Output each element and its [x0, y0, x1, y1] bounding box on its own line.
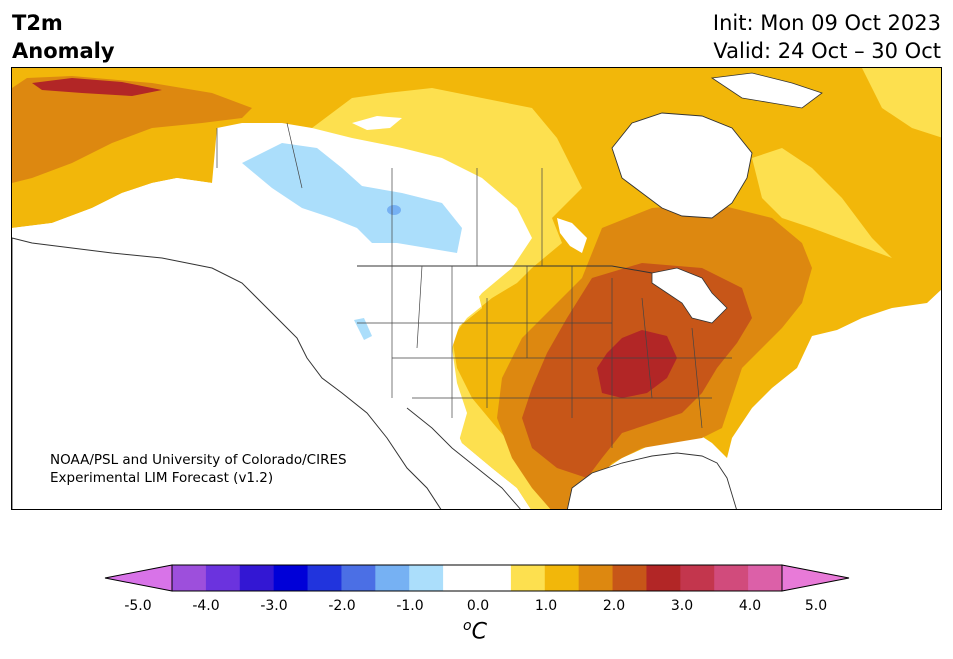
anomaly-region-yellow-ne [862, 68, 941, 138]
lake-winnipeg [557, 218, 587, 253]
colorbar-extend-low [104, 564, 173, 592]
tick-label: 0.0 [466, 598, 490, 614]
great-slave-lake [352, 116, 402, 130]
pacific-ocean [12, 237, 442, 509]
colorbar-cell [748, 565, 783, 591]
tick-label: 5.0 [804, 598, 828, 614]
state-lines [357, 265, 732, 448]
anomaly-region-light-blue-coast [354, 318, 372, 340]
init-date: Init: Mon 09 Oct 2023 [712, 11, 941, 35]
colorbar-extend-high [781, 564, 850, 592]
colorbar-cell [612, 565, 647, 591]
colorbar-cell [205, 565, 241, 591]
tick-label: 3.0 [670, 598, 694, 614]
tick-label: -3.0 [260, 598, 288, 614]
tick-label: 2.0 [602, 598, 626, 614]
arctic-water [710, 72, 823, 109]
anomaly-region-blue-spot [387, 205, 401, 215]
colorbar-cell [273, 565, 309, 591]
gulf-of-mexico [566, 452, 737, 509]
credit-line-1: NOAA/PSL and University of Colorado/CIRE… [50, 452, 347, 468]
tick-label: 4.0 [738, 598, 762, 614]
colorbar-ticks: -5.0 -4.0 -3.0 -2.0 -1.0 0.0 1.0 2.0 3.0… [0, 598, 953, 618]
colorbar-cells [104, 564, 850, 592]
colorbar-cell [443, 565, 478, 591]
hudson-bay [611, 112, 753, 219]
colorbar-cell [680, 565, 715, 591]
tick-label: -5.0 [124, 598, 152, 614]
colorbar-cell [578, 565, 614, 591]
colorbar-cell [510, 565, 546, 591]
anomaly-region-orange-nw [12, 76, 252, 183]
anomaly-region-yellow-east [752, 148, 892, 258]
map-title: T2m Anomaly [12, 9, 115, 65]
map-canvas [12, 68, 941, 509]
title-line-1: T2m [12, 11, 63, 35]
tick-label: 1.0 [534, 598, 558, 614]
colorbar-cell [375, 565, 410, 591]
anomaly-region-red-core [597, 330, 677, 398]
credit-line-2: Experimental LIM Forecast (v1.2) [50, 470, 274, 486]
unit-letter: C [471, 619, 487, 645]
colorbar-cell [172, 565, 207, 591]
tick-label: -4.0 [192, 598, 220, 614]
valid-date: Valid: 24 Oct – 30 Oct [713, 39, 941, 63]
anomaly-map: NOAA/PSL and University of Colorado/CIRE… [11, 67, 942, 510]
anomaly-region-light-blue [242, 143, 462, 253]
unit-degree: o [463, 618, 472, 634]
colorbar-cell [409, 565, 444, 591]
tick-label: -2.0 [328, 598, 356, 614]
credit-text: NOAA/PSL and University of Colorado/CIRE… [50, 451, 347, 487]
colorbar-cell [646, 565, 681, 591]
great-lakes [651, 267, 728, 324]
colorbar-cell [544, 565, 580, 591]
tick-label: -1.0 [396, 598, 424, 614]
us-canada-border [357, 265, 653, 274]
colorbar-cell [239, 565, 275, 591]
date-info: Init: Mon 09 Oct 2023 Valid: 24 Oct – 30… [713, 9, 941, 65]
colorbar-unit: oC [463, 618, 487, 644]
colorbar-cell [477, 565, 512, 591]
colorbar-cell [341, 565, 376, 591]
province-lines [216, 122, 543, 266]
colorbar-cell [714, 565, 749, 591]
anomaly-region-red-alaska [32, 78, 162, 96]
colorbar-cell [307, 565, 342, 591]
title-line-2: Anomaly [12, 39, 115, 63]
colorbar [104, 564, 850, 592]
colorbar-frame [171, 564, 783, 592]
mexico-coast [406, 407, 521, 509]
